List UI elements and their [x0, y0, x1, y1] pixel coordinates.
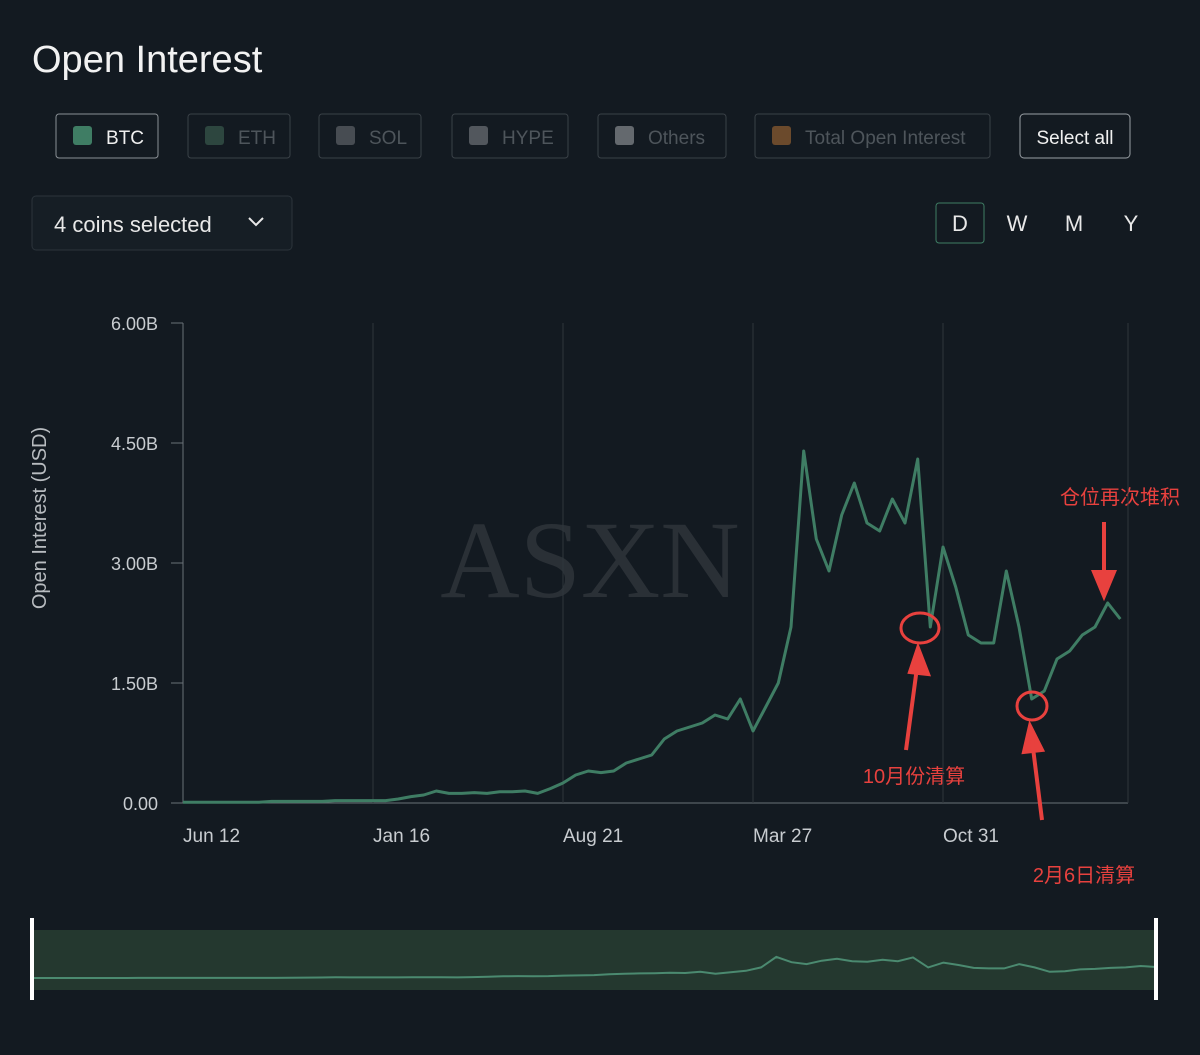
y-tick-label: 0.00 — [123, 794, 158, 814]
filter-label: ETH — [238, 128, 276, 149]
y-tick-label: 3.00B — [111, 554, 158, 574]
filter-button[interactable] — [187, 113, 291, 159]
x-tick-label: Mar 27 — [753, 826, 812, 847]
y-tick-label: 6.00B — [111, 314, 158, 334]
x-tick-label: Jun 12 — [183, 826, 240, 847]
filter-button[interactable] — [55, 113, 159, 159]
coin-dropdown[interactable] — [31, 195, 293, 251]
filter-swatch — [205, 126, 224, 145]
arrow — [1021, 720, 1046, 821]
arrow — [1091, 522, 1117, 602]
period-option[interactable]: D — [952, 211, 968, 236]
filter-label: BTC — [106, 128, 144, 149]
x-tick-label: Oct 31 — [943, 826, 999, 847]
period-option[interactable]: W — [1007, 211, 1028, 236]
filter-swatch — [73, 126, 92, 145]
filter-button[interactable] — [597, 113, 727, 159]
filter-label: SOL — [369, 128, 407, 149]
filter-label: HYPE — [502, 128, 554, 149]
filter-label: Total Open Interest — [805, 128, 966, 149]
filter-button[interactable] — [754, 113, 991, 159]
period-active[interactable] — [935, 202, 985, 244]
y-tick-label: 4.50B — [111, 434, 158, 454]
data-line — [183, 449, 1122, 804]
filter-label: Others — [648, 128, 705, 149]
circle — [899, 611, 941, 645]
x-tick-label: Aug 21 — [563, 826, 623, 847]
watermark: ASXN — [440, 499, 740, 621]
filter-swatch — [772, 126, 791, 145]
filter-swatch — [615, 126, 634, 145]
y-axis-label: Open Interest (USD) — [29, 427, 51, 609]
circle — [1015, 690, 1049, 722]
filter-swatch — [469, 126, 488, 145]
select-all-label: Select all — [1036, 128, 1113, 149]
annotation: 10月份清算 — [863, 765, 965, 788]
arrow — [904, 642, 932, 751]
annotation: 2月6日清算 — [1033, 864, 1135, 887]
filter-swatch — [336, 126, 355, 145]
period-option[interactable]: Y — [1124, 211, 1139, 236]
annotation: 仓位再次堆积 — [1060, 486, 1180, 509]
page-title: Open Interest — [32, 39, 263, 81]
period-option[interactable]: M — [1065, 211, 1083, 236]
select-all-button[interactable] — [1019, 113, 1131, 159]
navigator-line — [32, 955, 1157, 979]
filter-button[interactable] — [451, 113, 569, 159]
navigator — [32, 930, 1156, 990]
x-tick-label: Jan 16 — [373, 826, 430, 847]
dropdown-label: 4 coins selected — [54, 212, 212, 237]
y-tick-label: 1.50B — [111, 674, 158, 694]
filter-button[interactable] — [318, 113, 422, 159]
annotation-shapes — [899, 522, 1117, 821]
dropdown-chevron — [248, 217, 264, 227]
